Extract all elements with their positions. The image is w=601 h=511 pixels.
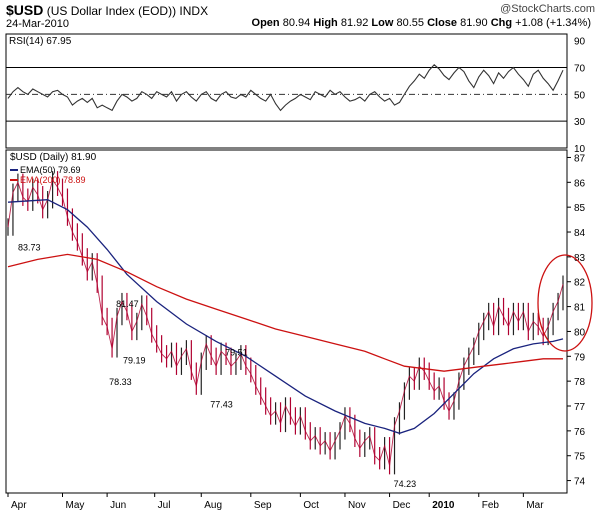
- x-axis: Apr May Jun Jul Aug Sep Oct Nov Dec 2010 Feb Mar: [7, 493, 544, 511]
- price-tick-76: 76: [574, 427, 586, 438]
- x-tick-sep: Sep: [254, 500, 272, 511]
- close-value: 81.90: [460, 17, 488, 29]
- x-tick-apr: Apr: [11, 500, 27, 511]
- rsi-plot: [7, 64, 564, 112]
- price-annotation-81-47: 81.47: [116, 299, 139, 309]
- ema50-legend: EMA(50) 79.69: [20, 165, 81, 175]
- rsi-tick-30: 30: [574, 117, 586, 128]
- rsi-y-axis: 90 70 50 30 10: [574, 37, 586, 155]
- x-tick-nov: Nov: [348, 500, 366, 511]
- price-annotation-79-51: 79.51: [225, 348, 248, 358]
- exchange: INDX: [179, 4, 209, 18]
- low-label: Low: [371, 17, 394, 29]
- x-tick-jun: Jun: [110, 500, 126, 511]
- price-tick-74: 74: [574, 477, 586, 488]
- low-value: 80.55: [396, 17, 425, 29]
- rsi-panel-frame: [5, 33, 568, 149]
- price-line: [7, 178, 564, 466]
- index-name: (US Dollar Index (EOD)): [46, 4, 177, 18]
- price-y-axis: 87 86 85 84 83 82 81 80 79 78 77 76 75 74: [574, 153, 586, 487]
- x-tick-jul: Jul: [158, 500, 171, 511]
- x-tick-oct: Oct: [303, 500, 319, 511]
- price-tick-78: 78: [574, 377, 586, 388]
- open-label: Open: [251, 17, 280, 29]
- open-value: 80.94: [282, 17, 311, 29]
- x-tick-dec: Dec: [393, 500, 411, 511]
- price-tick-86: 86: [574, 178, 586, 189]
- close-label: Close: [427, 17, 458, 29]
- ema200-legend: EMA(200) 78.89: [20, 175, 86, 185]
- rsi-tick-10: 10: [574, 144, 586, 155]
- price-tick-79: 79: [574, 352, 586, 363]
- price-annotations: 83.73 81.47 79.19 78.33 79.51 77.43 74.23: [18, 243, 416, 489]
- rsi-line: [7, 64, 564, 112]
- chart-title: $USD (US Dollar Index (EOD)) INDX: [6, 2, 208, 18]
- x-tick-aug: Aug: [204, 500, 222, 511]
- price-annotation-79-19: 79.19: [123, 356, 146, 366]
- watermark: @StockCharts.com: [500, 3, 595, 15]
- price-tick-87: 87: [574, 153, 586, 164]
- price-tick-77: 77: [574, 402, 586, 413]
- ema50-line: [7, 199, 564, 434]
- price-grid: [567, 156, 571, 482]
- price-tick-75: 75: [574, 452, 586, 463]
- price-annotation-78-33: 78.33: [109, 377, 132, 387]
- price-tick-83: 83: [574, 253, 586, 264]
- price-panel-frame: [5, 149, 568, 494]
- price-tick-84: 84: [574, 228, 586, 239]
- ema200-line: [7, 253, 563, 372]
- rsi-legend: RSI(14) 67.95: [9, 36, 72, 47]
- x-tick-mar: Mar: [526, 500, 544, 511]
- highlight-ellipse: [537, 254, 593, 352]
- symbol: $USD: [6, 2, 44, 18]
- x-tick-may: May: [66, 500, 85, 511]
- x-tick-feb: Feb: [482, 500, 500, 511]
- price-legend: $USD (Daily) 81.90: [10, 152, 97, 163]
- rsi-tick-90: 90: [574, 37, 586, 48]
- price-tick-81: 81: [574, 303, 586, 314]
- high-value: 81.92: [340, 17, 369, 29]
- price-plot: [7, 171, 564, 475]
- ohlc-readout: Open 80.94 High 81.92 Low 80.55 Close 81…: [252, 17, 591, 29]
- chg-label: Chg: [490, 17, 513, 29]
- price-tick-85: 85: [574, 203, 586, 214]
- rsi-tick-50: 50: [574, 90, 586, 101]
- x-tick-2010: 2010: [432, 500, 455, 511]
- rsi-grid: [6, 67, 567, 122]
- high-label: High: [313, 17, 338, 29]
- price-tick-80: 80: [574, 327, 586, 338]
- price-annotation-83-73: 83.73: [18, 243, 41, 253]
- price-tick-82: 82: [574, 278, 586, 289]
- price-annotation-77-43: 77.43: [210, 399, 233, 409]
- rsi-tick-70: 70: [574, 64, 586, 75]
- price-annotation-74-23: 74.23: [394, 479, 417, 489]
- chg-value: +1.08 (+1.34%): [515, 17, 591, 29]
- chart-header: $USD (US Dollar Index (EOD)) INDX 24-Mar…: [0, 0, 601, 34]
- chart-date: 24-Mar-2010: [6, 18, 69, 30]
